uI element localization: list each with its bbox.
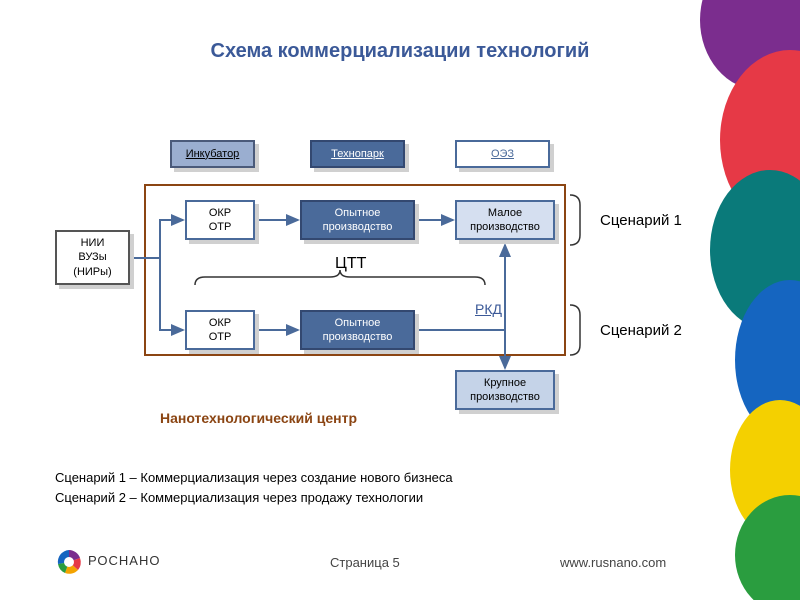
ctt-label: ЦТТ bbox=[335, 255, 366, 273]
footnote-scenario-2: Сценарий 2 – Коммерциализация через прод… bbox=[55, 490, 423, 505]
box-label: ОКР ОТР bbox=[209, 206, 232, 235]
box-label: Опытное производство bbox=[323, 316, 393, 345]
rkd-label: РКД bbox=[475, 301, 502, 317]
box-label: Технопарк bbox=[331, 147, 384, 161]
box-label: Крупное производство bbox=[470, 376, 540, 405]
box-nii-vuz: НИИ ВУЗы (НИРы) bbox=[55, 230, 130, 285]
scenario-2-label: Сценарий 2 bbox=[600, 322, 682, 339]
page-title: Схема коммерциализации технологий bbox=[160, 40, 640, 63]
rosnano-logo-icon bbox=[55, 548, 83, 576]
page-number: Страница 5 bbox=[330, 555, 400, 570]
footnote-scenario-1: Сценарий 1 – Коммерциализация через созд… bbox=[55, 470, 453, 485]
scenario-1-label: Сценарий 1 bbox=[600, 212, 682, 229]
box-opyt-2: Опытное производство bbox=[300, 310, 415, 350]
box-opyt-1: Опытное производство bbox=[300, 200, 415, 240]
box-label: ОЭЗ bbox=[491, 147, 514, 161]
box-label: ОКР ОТР bbox=[209, 316, 232, 345]
box-okr-1: ОКР ОТР bbox=[185, 200, 255, 240]
box-incubator: Инкубатор bbox=[170, 140, 255, 168]
box-small-prod: Малое производство bbox=[455, 200, 555, 240]
side-decoration bbox=[700, 0, 800, 600]
box-technopark: Технопарк bbox=[310, 140, 405, 168]
footer-url: www.rusnano.com bbox=[560, 555, 666, 570]
box-label: Инкубатор bbox=[186, 147, 240, 161]
box-label: НИИ ВУЗы (НИРы) bbox=[73, 236, 111, 279]
diagram-connectors bbox=[0, 0, 800, 600]
box-label: Малое производство bbox=[470, 206, 540, 235]
nanotech-center-label: Нанотехнологический центр bbox=[160, 410, 357, 426]
rosnano-logo-text: РОСНАНО bbox=[88, 553, 160, 568]
box-oez: ОЭЗ bbox=[455, 140, 550, 168]
box-label: Опытное производство bbox=[323, 206, 393, 235]
box-okr-2: ОКР ОТР bbox=[185, 310, 255, 350]
box-large-prod: Крупное производство bbox=[455, 370, 555, 410]
